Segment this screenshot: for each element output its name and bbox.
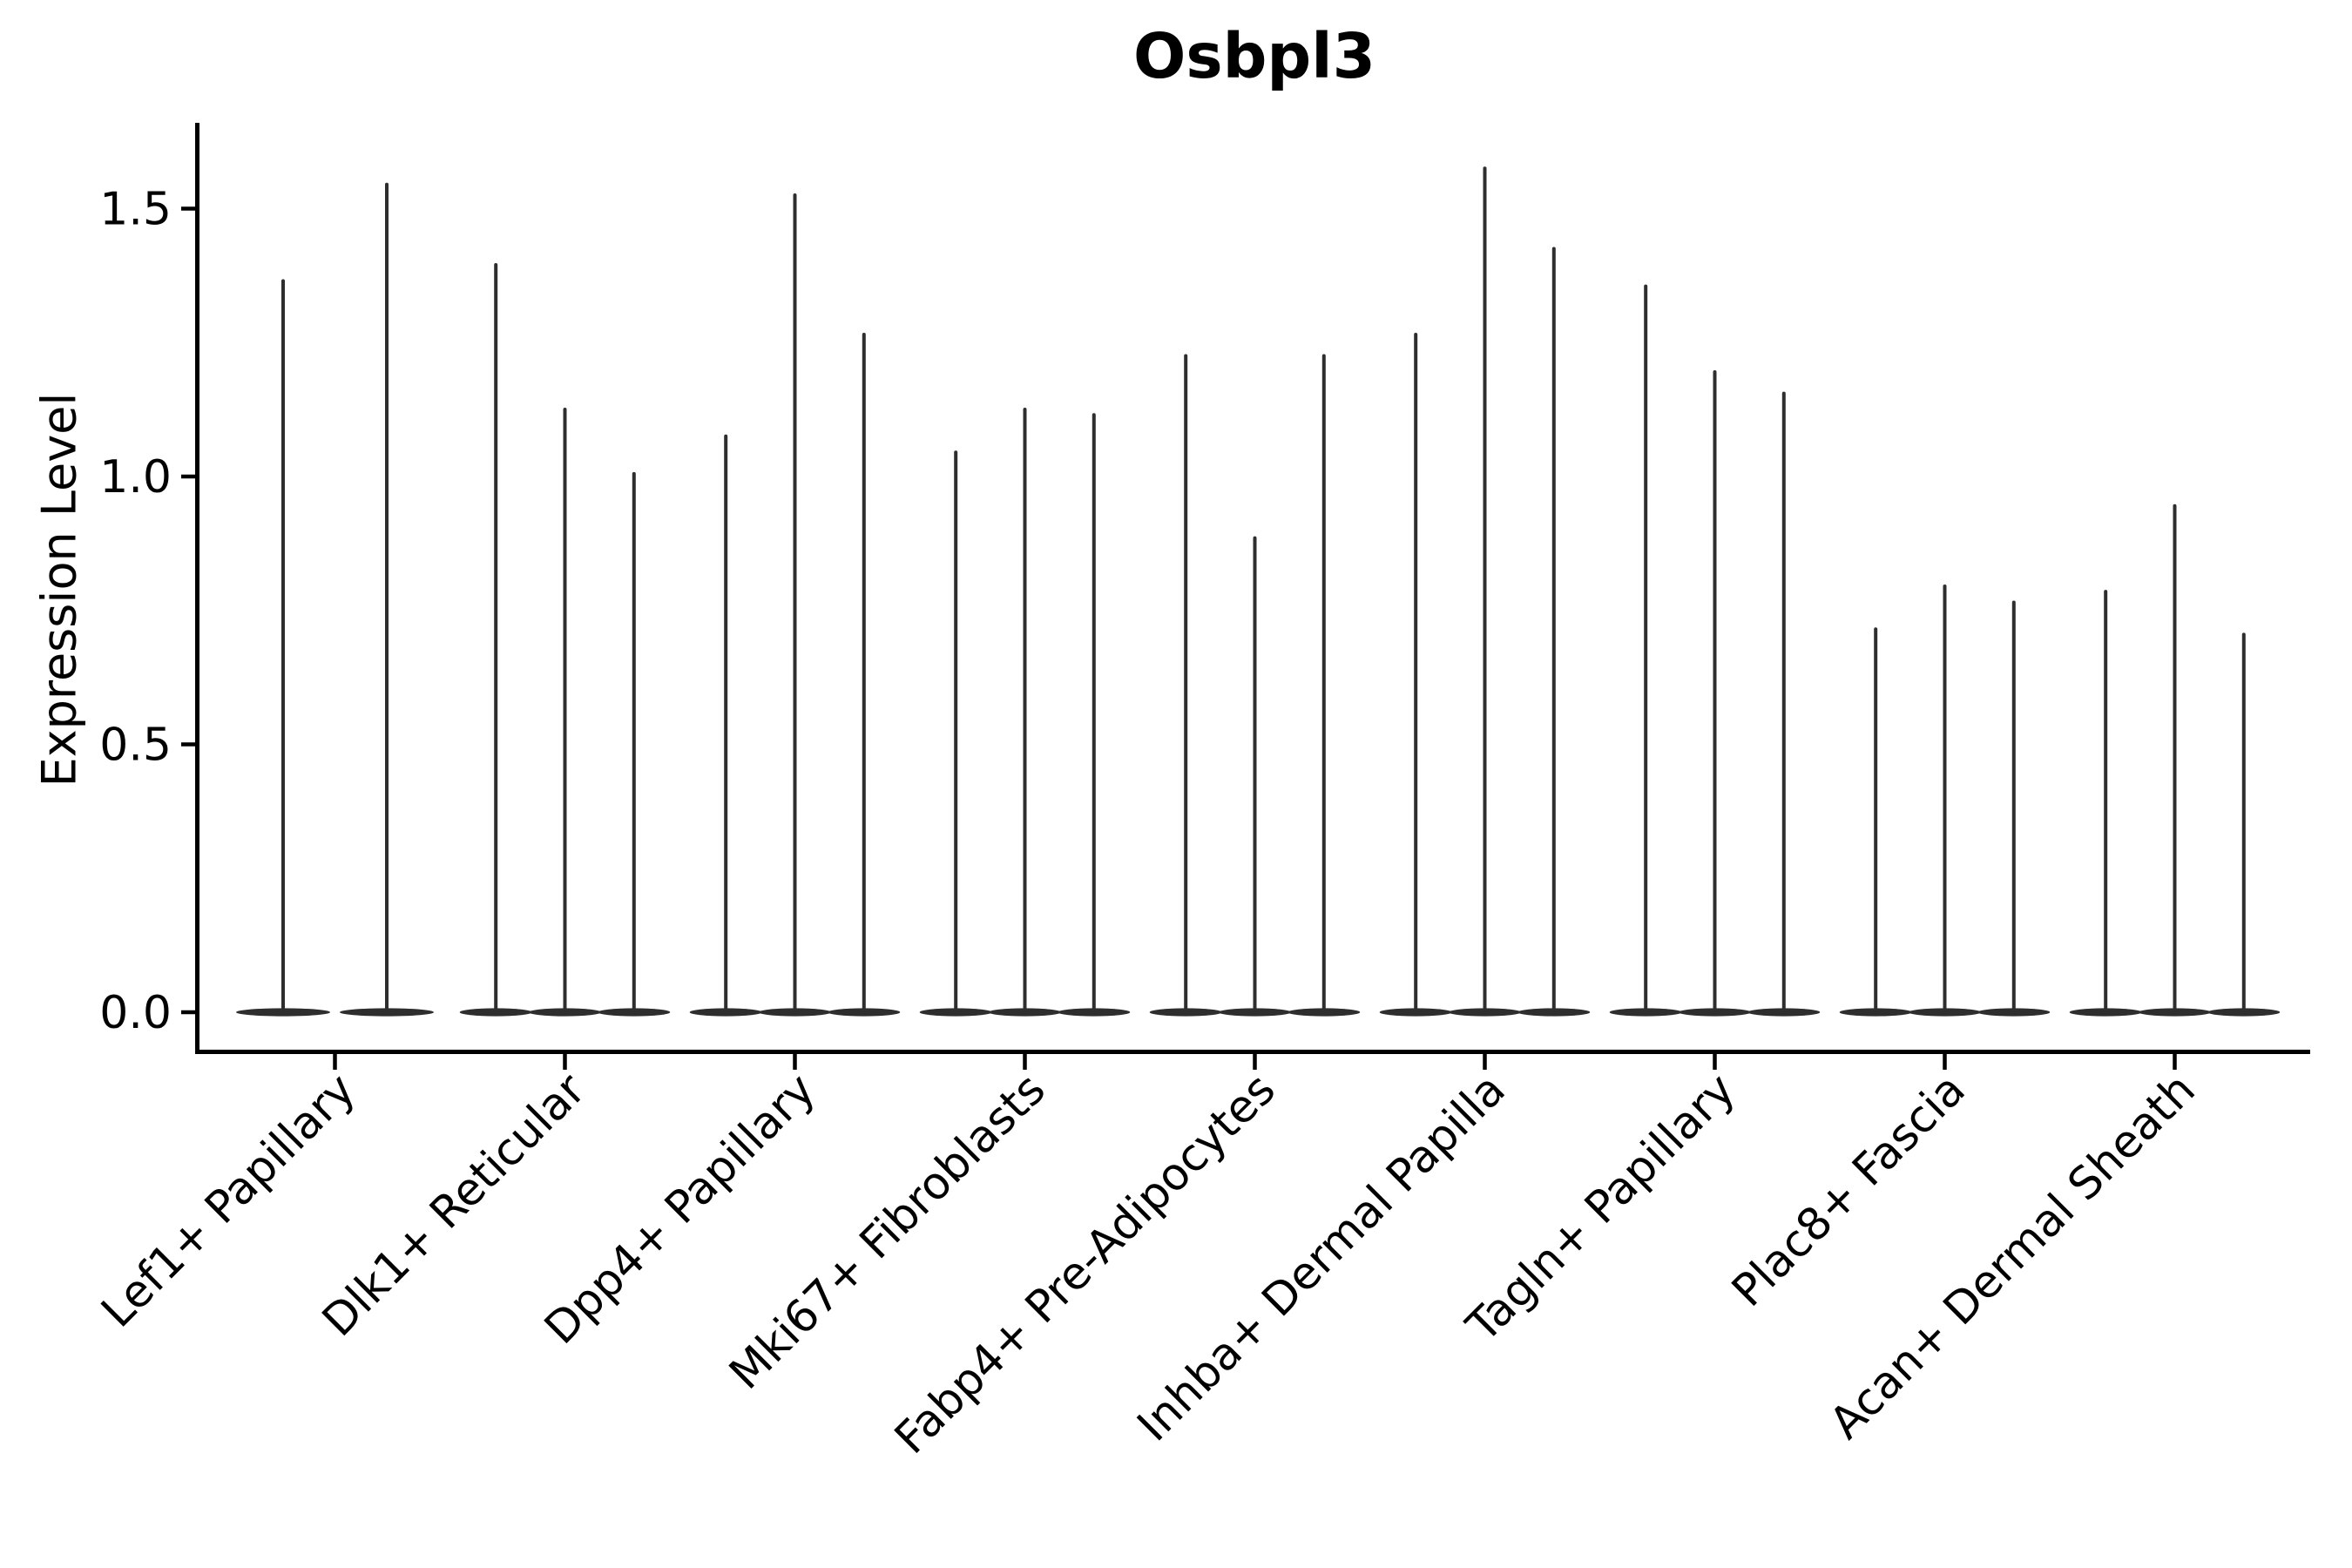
y-tick-label: 0.5	[99, 720, 172, 772]
x-axis-spine	[195, 1050, 2310, 1054]
x-tick-label: Plac8+ Fascia	[1722, 1064, 1975, 1316]
y-tick-label: 1.5	[99, 184, 172, 236]
y-tick-label: 1.0	[99, 451, 172, 504]
violin-base	[828, 1008, 901, 1017]
y-axis-spine	[195, 123, 199, 1054]
x-tick-label: Acan+ Dermal Sheath	[1821, 1064, 2206, 1449]
x-tick-label: Fabp4+ Pre-Adipocytes	[885, 1064, 1285, 1463]
x-tick-label: Inhba+ Dermal Papilla	[1128, 1064, 1516, 1451]
x-tick-label: Lef1+ Papillary	[92, 1064, 366, 1337]
y-tick-label: 0.0	[99, 987, 172, 1039]
plot-title: Osbpl3	[1132, 20, 1376, 92]
